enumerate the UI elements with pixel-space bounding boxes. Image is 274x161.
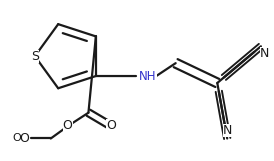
Text: S: S [31, 50, 39, 63]
Text: O: O [106, 119, 116, 132]
Text: NH: NH [139, 70, 157, 83]
Text: O: O [13, 133, 21, 143]
Text: O: O [19, 132, 29, 145]
Text: N: N [260, 47, 270, 60]
Text: O: O [63, 119, 73, 132]
Text: N: N [222, 124, 232, 137]
